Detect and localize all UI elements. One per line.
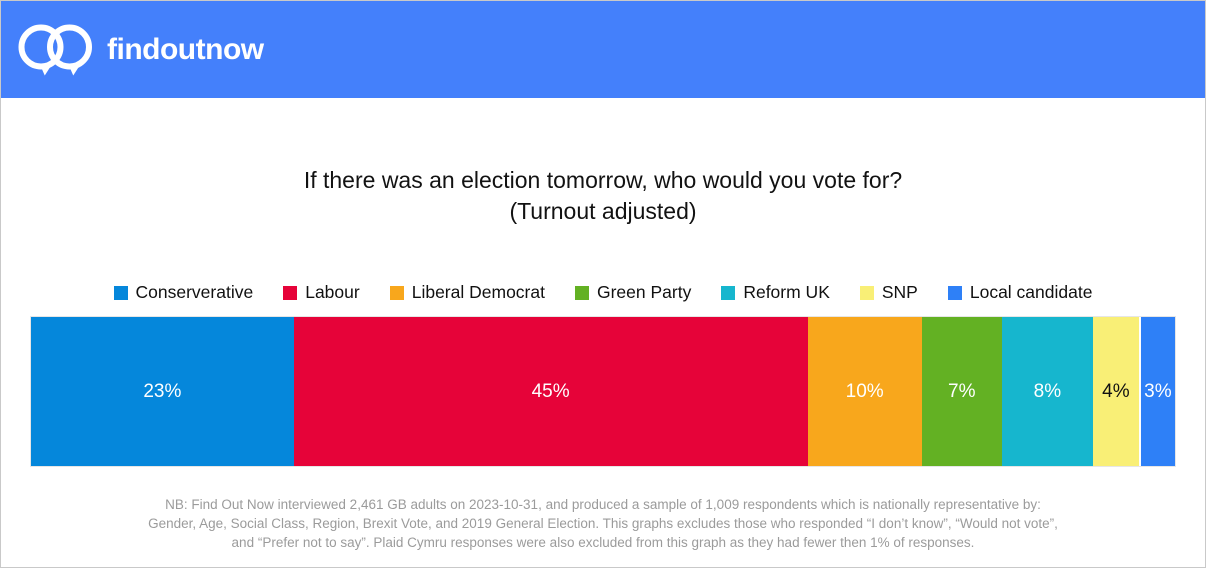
legend-label: Liberal Democrat [411, 282, 545, 302]
chart-title-line1: If there was an election tomorrow, who w… [303, 167, 903, 193]
bar-segment-value: 10% [845, 380, 884, 402]
legend-label: Conserverative [135, 282, 254, 302]
bar-segment-green-party: 7% [921, 317, 1002, 466]
legend-swatch-icon [721, 285, 736, 300]
chart-plot-area: 23% 45% 10% 7% 8% 4% 3% [30, 316, 1176, 467]
legend-label: Labour [305, 282, 360, 302]
bar-segment-value: 23% [143, 380, 182, 402]
header-banner: findoutnow [1, 1, 1205, 98]
stacked-bar: 23% 45% 10% 7% 8% 4% 3% [31, 317, 1176, 466]
bar-segment-value: 8% [1033, 380, 1062, 402]
bar-segment-labour: 45% [293, 317, 808, 466]
footnote-line1: NB: Find Out Now interviewed 2,461 GB ad… [165, 497, 1041, 512]
legend-label: Reform UK [743, 282, 830, 302]
bar-segment-conserverative: 23% [31, 317, 294, 466]
legend: Conserverative Labour Liberal Democrat Gree… [1, 282, 1205, 303]
legend-swatch-icon [389, 285, 404, 300]
bar-segment-local-candidate: 3% [1138, 317, 1176, 466]
legend-item-local-candidate: Local candidate [947, 282, 1093, 303]
footnote-line3: and “Prefer not to say”. Plaid Cymru res… [231, 535, 975, 550]
legend-swatch-icon [947, 285, 962, 300]
bar-segment-value: 4% [1102, 380, 1130, 402]
legend-swatch-icon [859, 285, 874, 300]
legend-item-snp: SNP [859, 282, 918, 303]
legend-swatch-icon [113, 285, 128, 300]
footnote-line2: Gender, Age, Social Class, Region, Brexi… [148, 516, 1058, 531]
bar-segment-value: 3% [1144, 380, 1172, 402]
bar-segment-value: 7% [948, 380, 976, 402]
legend-item-conserverative: Conserverative [113, 282, 254, 303]
chart-title-line2: (Turnout adjusted) [509, 198, 697, 224]
legend-swatch-icon [574, 285, 589, 300]
footnote: NB: Find Out Now interviewed 2,461 GB ad… [1, 495, 1205, 552]
legend-label: Green Party [596, 282, 692, 302]
legend-item-liberal-democrat: Liberal Democrat [389, 282, 545, 303]
legend-label: Local candidate [969, 282, 1093, 302]
bar-segment-value: 45% [531, 380, 570, 402]
chart-title: If there was an election tomorrow, who w… [1, 165, 1205, 227]
brand-name: findoutnow [107, 32, 264, 66]
bar-segment-reform-uk: 8% [1001, 317, 1094, 466]
bar-segment-liberal-democrat: 10% [807, 317, 922, 466]
legend-item-green-party: Green Party [574, 282, 692, 303]
legend-label: SNP [881, 282, 918, 302]
legend-item-labour: Labour [283, 282, 360, 303]
legend-item-reform-uk: Reform UK [721, 282, 830, 303]
legend-swatch-icon [283, 285, 298, 300]
bar-segment-snp: 4% [1093, 317, 1139, 466]
findoutnow-logo-icon [18, 24, 92, 75]
